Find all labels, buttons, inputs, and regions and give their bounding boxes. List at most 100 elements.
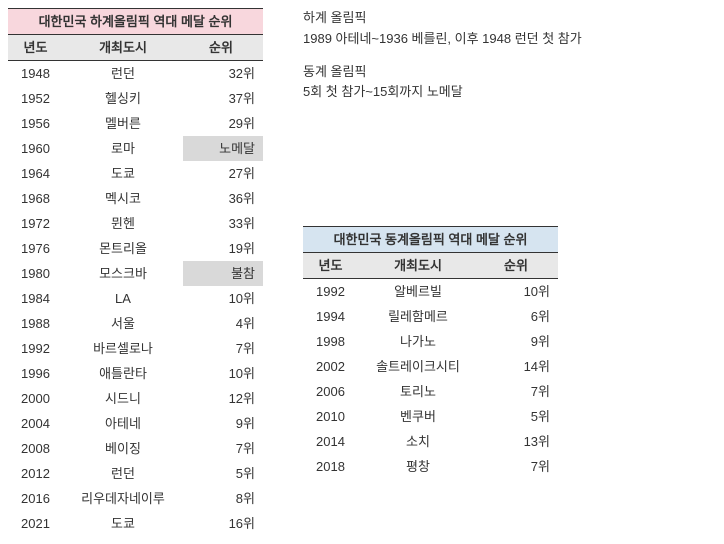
rank-cell: 12위 [183,386,263,411]
winter-header-row: 년도 개최도시 순위 [303,253,558,279]
city-cell: 런던 [63,461,183,486]
city-cell: 모스크바 [63,261,183,286]
table-row: 1972뮌헨33위 [8,211,263,236]
rank-cell: 29위 [183,111,263,136]
year-cell: 1998 [303,329,358,354]
rank-cell: 8위 [183,486,263,511]
year-cell: 1968 [8,186,63,211]
table-row: 1948런던32위 [8,61,263,87]
winter-title-row: 대한민국 동계올림픽 역대 메달 순위 [303,227,558,253]
city-cell: 멕시코 [63,186,183,211]
table-row: 1968멕시코36위 [8,186,263,211]
city-cell: 릴레함메르 [358,304,478,329]
rank-cell: 7위 [183,336,263,361]
year-cell: 1960 [8,136,63,161]
city-cell: 알베르빌 [358,279,478,305]
table-row: 2004아테네9위 [8,411,263,436]
table-row: 1960로마노메달 [8,136,263,161]
year-cell: 1994 [303,304,358,329]
note-summer-label: 하계 올림픽 [303,8,716,29]
city-cell: 뮌헨 [63,211,183,236]
city-cell: 로마 [63,136,183,161]
table-row: 1998나가노9위 [303,329,558,354]
rank-cell: 33위 [183,211,263,236]
winter-table: 대한민국 동계올림픽 역대 메달 순위 년도 개최도시 순위 1992알베르빌1… [303,226,558,479]
rank-cell: 5위 [478,404,558,429]
table-row: 2018평창7위 [303,454,558,479]
summer-table: 대한민국 하계올림픽 역대 메달 순위 년도 개최도시 순위 1948런던32위… [8,8,263,536]
notes-section: 하계 올림픽 1989 아테네~1936 베를린, 이후 1948 런던 첫 참… [303,8,716,103]
table-row: 2008베이징7위 [8,436,263,461]
year-cell: 1980 [8,261,63,286]
city-cell: LA [63,286,183,311]
year-cell: 2006 [303,379,358,404]
rank-cell: 불참 [183,261,263,286]
rank-cell: 37위 [183,86,263,111]
year-cell: 2010 [303,404,358,429]
year-cell: 1984 [8,286,63,311]
rank-cell: 9위 [478,329,558,354]
table-row: 1994릴레함메르6위 [303,304,558,329]
city-cell: 헬싱키 [63,86,183,111]
table-row: 2010벤쿠버5위 [303,404,558,429]
city-cell: 벤쿠버 [358,404,478,429]
year-cell: 1952 [8,86,63,111]
table-row: 2021도쿄16위 [8,511,263,536]
rank-cell: 10위 [478,279,558,305]
page-container: 대한민국 하계올림픽 역대 메달 순위 년도 개최도시 순위 1948런던32위… [8,8,716,536]
city-cell: 아테네 [63,411,183,436]
year-cell: 2002 [303,354,358,379]
city-cell: 소치 [358,429,478,454]
year-cell: 1948 [8,61,63,87]
city-cell: 몬트리올 [63,236,183,261]
city-cell: 리우데자네이루 [63,486,183,511]
city-cell: 나가노 [358,329,478,354]
rank-cell: 27위 [183,161,263,186]
city-cell: 솔트레이크시티 [358,354,478,379]
rank-cell: 노메달 [183,136,263,161]
rank-cell: 6위 [478,304,558,329]
year-cell: 1992 [8,336,63,361]
city-cell: 런던 [63,61,183,87]
year-cell: 2021 [8,511,63,536]
table-row: 2012런던5위 [8,461,263,486]
year-cell: 1996 [8,361,63,386]
winter-col-city: 개최도시 [358,253,478,279]
year-cell: 2016 [8,486,63,511]
city-cell: 베이징 [63,436,183,461]
table-row: 2006토리노7위 [303,379,558,404]
year-cell: 2008 [8,436,63,461]
rank-cell: 5위 [183,461,263,486]
table-row: 1988서울4위 [8,311,263,336]
table-row: 1996애틀란타10위 [8,361,263,386]
summer-header-row: 년도 개최도시 순위 [8,35,263,61]
rank-cell: 19위 [183,236,263,261]
table-row: 2002솔트레이크시티14위 [303,354,558,379]
table-row: 1976몬트리올19위 [8,236,263,261]
rank-cell: 32위 [183,61,263,87]
summer-title-row: 대한민국 하계올림픽 역대 메달 순위 [8,9,263,35]
note-winter-text: 5회 첫 참가~15회까지 노메달 [303,82,716,103]
rank-cell: 10위 [183,361,263,386]
table-row: 1956멜버른29위 [8,111,263,136]
winter-title: 대한민국 동계올림픽 역대 메달 순위 [303,227,558,253]
year-cell: 1956 [8,111,63,136]
summer-title: 대한민국 하계올림픽 역대 메달 순위 [8,9,263,35]
year-cell: 2004 [8,411,63,436]
rank-cell: 7위 [183,436,263,461]
city-cell: 바르셀로나 [63,336,183,361]
table-row: 1992알베르빌10위 [303,279,558,305]
winter-table-section: 대한민국 동계올림픽 역대 메달 순위 년도 개최도시 순위 1992알베르빌1… [303,226,716,479]
year-cell: 2014 [303,429,358,454]
year-cell: 1972 [8,211,63,236]
year-cell: 2012 [8,461,63,486]
rank-cell: 13위 [478,429,558,454]
summer-col-city: 개최도시 [63,35,183,61]
table-row: 1980모스크바불참 [8,261,263,286]
year-cell: 1988 [8,311,63,336]
winter-col-year: 년도 [303,253,358,279]
right-column: 하계 올림픽 1989 아테네~1936 베를린, 이후 1948 런던 첫 참… [303,8,716,536]
rank-cell: 9위 [183,411,263,436]
table-row: 2016리우데자네이루8위 [8,486,263,511]
table-row: 1952헬싱키37위 [8,86,263,111]
